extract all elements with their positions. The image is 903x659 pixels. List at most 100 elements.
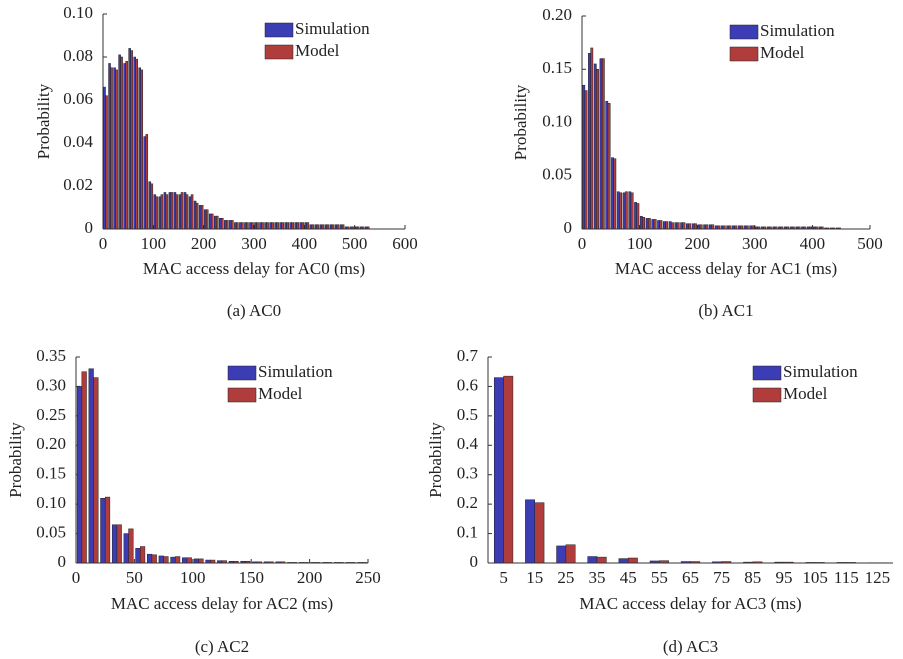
bar <box>582 84 586 230</box>
bar <box>182 557 188 564</box>
bar <box>170 192 174 230</box>
y-tick-label: 0.6 <box>457 375 478 394</box>
y-tick-label: 0.4 <box>457 434 479 453</box>
bar <box>178 194 182 230</box>
y-tick-label: 0 <box>564 218 573 237</box>
x-tick-label: 65 <box>682 568 699 587</box>
bar <box>605 100 609 230</box>
y-tick-label: 0.30 <box>36 375 66 394</box>
x-tick-label: 15 <box>526 568 543 587</box>
bar <box>93 377 99 564</box>
bar <box>150 183 154 230</box>
bar <box>627 557 638 564</box>
bar <box>105 95 108 230</box>
x-tick-label: 125 <box>865 568 891 587</box>
bar <box>601 58 605 230</box>
bar <box>289 222 292 230</box>
bar <box>329 224 333 230</box>
bar <box>261 222 264 230</box>
bar <box>205 209 209 230</box>
legend-swatch <box>264 22 294 38</box>
legend-label: Simulation <box>295 19 370 38</box>
x-tick-label: 400 <box>800 234 826 253</box>
bar <box>163 556 169 564</box>
x-tick-label: 105 <box>802 568 828 587</box>
y-tick-label: 0.15 <box>36 464 66 483</box>
bar <box>175 194 179 230</box>
bar <box>291 222 295 230</box>
x-tick-label: 200 <box>191 234 217 253</box>
caption: (b) AC1 <box>698 301 753 320</box>
bar <box>651 219 655 230</box>
legend-swatch <box>729 46 759 62</box>
bar <box>160 194 164 230</box>
y-tick-label: 0 <box>58 552 67 571</box>
y-axis-label: Probability <box>511 84 530 160</box>
y-tick-label: 0.7 <box>457 346 479 365</box>
bar <box>588 53 591 230</box>
x-tick-label: 100 <box>627 234 653 253</box>
y-tick-label: 0.08 <box>63 46 93 65</box>
bar <box>688 223 692 230</box>
bar <box>584 90 588 230</box>
bar <box>241 222 244 230</box>
y-tick-label: 0 <box>470 552 479 571</box>
bar <box>104 496 111 564</box>
bar <box>190 194 194 230</box>
x-tick-label: 150 <box>238 568 264 587</box>
bar <box>657 220 661 230</box>
bar <box>100 498 106 564</box>
bar <box>188 196 192 230</box>
bar <box>276 222 279 230</box>
bar <box>665 221 669 230</box>
x-tick-label: 300 <box>241 234 267 253</box>
bar <box>231 220 234 230</box>
bar <box>143 136 147 230</box>
bar <box>123 533 129 564</box>
bar <box>236 222 239 230</box>
legend-swatch <box>729 24 759 40</box>
bar <box>193 558 199 564</box>
bar <box>133 56 136 230</box>
bar <box>118 54 121 230</box>
bar <box>686 223 689 230</box>
x-axis-label: MAC access delay for AC0 (ms) <box>143 259 365 278</box>
bar <box>596 69 599 230</box>
bar <box>587 556 598 564</box>
bar <box>183 192 187 230</box>
bar <box>593 63 597 230</box>
y-tick-label: 0.06 <box>63 89 93 108</box>
bar <box>314 224 318 230</box>
bar <box>135 548 141 564</box>
y-tick-label: 0.20 <box>542 5 572 24</box>
bar <box>128 528 134 564</box>
bar <box>210 213 214 230</box>
bar <box>165 194 169 230</box>
legend-label: Model <box>295 41 340 60</box>
bar <box>622 192 626 230</box>
bar <box>155 196 159 230</box>
x-tick-label: 300 <box>742 234 768 253</box>
y-tick-label: 0.3 <box>457 464 478 483</box>
x-tick-label: 75 <box>713 568 730 587</box>
y-tick-label: 0.20 <box>36 434 66 453</box>
bar <box>198 205 202 230</box>
bar <box>175 556 181 564</box>
bar <box>170 556 176 564</box>
bar <box>186 557 192 564</box>
caption: (d) AC3 <box>663 637 718 656</box>
bar <box>251 222 254 230</box>
x-axis-label: MAC access delay for AC2 (ms) <box>111 594 333 613</box>
x-tick-label: 35 <box>589 568 606 587</box>
bar <box>565 544 576 564</box>
legend-swatch <box>752 387 782 403</box>
y-axis-label: Probability <box>34 83 53 159</box>
x-tick-label: 200 <box>684 234 710 253</box>
bar <box>636 203 640 230</box>
x-tick-label: 85 <box>744 568 761 587</box>
x-tick-label: 500 <box>857 234 883 253</box>
legend-swatch <box>752 365 782 381</box>
y-tick-label: 0.05 <box>36 522 66 541</box>
bar <box>299 222 303 230</box>
